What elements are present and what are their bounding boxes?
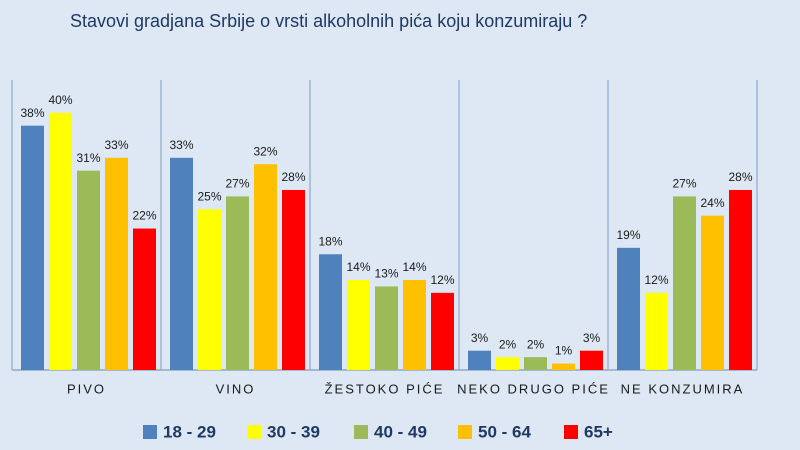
bar [133,228,156,370]
legend-swatch [354,425,368,439]
chart-title: Stavovi gradjana Srbije o vrsti alkoholn… [70,11,587,31]
x-tick-label: NEKO DRUGO PIĆE [457,381,610,396]
bar [347,279,370,370]
x-tick-label: ŽESTOKO PIĆE [325,381,445,396]
legend-label: 30 - 39 [267,422,320,441]
data-label: 19% [616,228,640,242]
data-label: 22% [132,209,156,223]
bar [552,363,575,370]
data-label: 25% [197,189,221,203]
bar [282,189,305,370]
bar [77,170,100,370]
bar [729,189,752,370]
bar [254,164,277,370]
data-label: 13% [374,267,398,281]
legend-swatch [143,425,157,439]
bar [226,196,249,370]
data-label: 3% [583,331,601,345]
data-label: 12% [430,273,454,287]
x-tick-label: PIVO [67,381,106,396]
data-label: 32% [253,144,277,158]
bar [403,279,426,370]
bar [319,254,342,370]
data-label: 2% [527,337,545,351]
data-label: 27% [672,177,696,191]
data-label: 3% [471,331,489,345]
data-label: 14% [402,260,426,274]
data-label: 31% [76,151,100,165]
data-label: 33% [169,138,193,152]
legend-label: 40 - 49 [374,422,427,441]
bar [49,112,72,371]
legend-label: 50 - 64 [478,422,531,441]
legend-swatch [247,425,261,439]
bar [617,247,640,370]
data-label: 14% [346,260,370,274]
legend-label: 18 - 29 [163,422,216,441]
data-label: 28% [728,170,752,184]
bar [105,157,128,370]
legend-swatch [564,425,578,439]
legend-label: 65+ [584,422,613,441]
data-label: 18% [318,234,342,248]
data-label: 28% [281,170,305,184]
bar [198,209,221,370]
x-tick-label: NE KONZUMIRA [621,381,745,396]
data-label: 38% [20,106,44,120]
bar [645,292,668,370]
bar [375,286,398,370]
bar [496,357,519,370]
bar [468,350,491,370]
bar [431,292,454,370]
x-tick-label: VINO [216,381,256,396]
data-label: 40% [48,93,72,107]
bar [524,357,547,370]
bar [580,350,603,370]
data-label: 27% [225,177,249,191]
data-label: 33% [104,138,128,152]
data-label: 1% [555,344,573,358]
bar [701,215,724,370]
data-label: 24% [700,196,724,210]
data-label: 2% [499,337,517,351]
data-label: 12% [644,273,668,287]
legend-swatch [458,425,472,439]
bar [170,157,193,370]
bar [21,125,44,370]
bar [673,196,696,370]
